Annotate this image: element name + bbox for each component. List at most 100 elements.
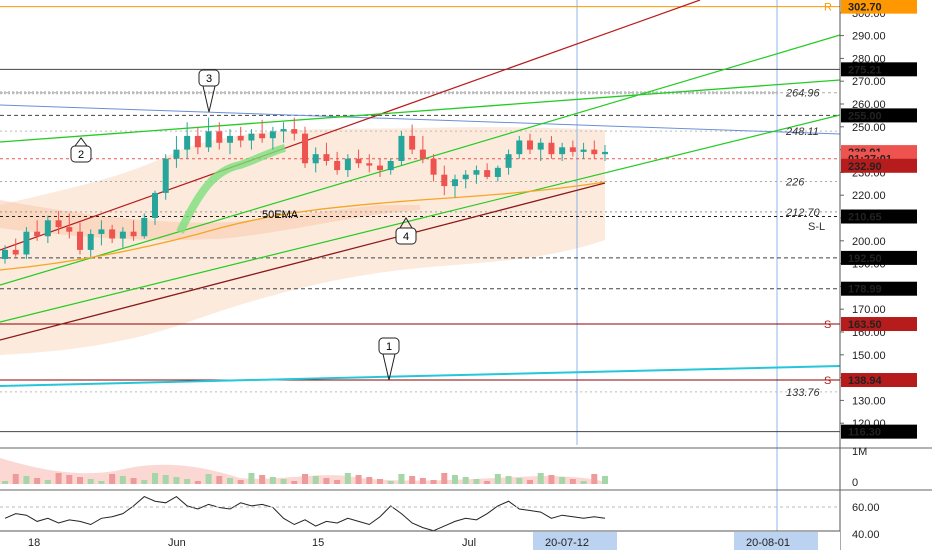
volume-bar-25 — [269, 477, 276, 484]
vol-tick-0: 1M — [852, 446, 867, 458]
level-label-2: 226 — [785, 177, 805, 189]
price-tag-7: 192.50 — [848, 253, 882, 265]
candle-body-28 — [302, 133, 308, 164]
price-tag-bg-10 — [841, 373, 917, 388]
volume-bar-53 — [569, 479, 576, 484]
candle-body-21 — [227, 135, 233, 143]
indicator-panes: 1M 0 60.00 40.00 — [0, 446, 932, 541]
callout-number-1: 1 — [386, 341, 392, 353]
volume-bar-52 — [559, 477, 566, 484]
y-tick-label-11: 200.00 — [852, 236, 886, 248]
osc-tick-1: 40.00 — [852, 529, 880, 541]
candle-body-10 — [109, 229, 116, 239]
candle-body-11 — [119, 231, 126, 239]
price-tag-10: 138.94 — [848, 375, 883, 387]
green-trendline-a — [0, 34, 841, 286]
dark-red-ma — [0, 182, 606, 341]
candle-body-41 — [441, 174, 448, 187]
volume-bar-42 — [452, 475, 458, 484]
volume-bar-56 — [602, 476, 608, 484]
candle-body-27 — [291, 129, 298, 134]
candle-body-29 — [312, 154, 319, 164]
volume-bar-15 — [162, 475, 169, 484]
price-tag-bg-2 — [841, 108, 917, 123]
ema-label: 50EMA — [262, 209, 299, 221]
candle-body-26 — [280, 129, 287, 132]
candle-body-24 — [259, 133, 266, 139]
candle-body-38 — [409, 135, 416, 150]
volume-bar-20 — [216, 476, 223, 484]
volume-bar-21 — [227, 478, 233, 484]
green-cloud — [176, 144, 286, 234]
price-tag-5: 232.90 — [848, 161, 882, 173]
candle-body-7 — [77, 231, 83, 250]
volume-bar-8 — [87, 479, 94, 484]
volume-bar-0 — [2, 481, 8, 484]
volume-bar-19 — [205, 474, 212, 484]
volume-bar-23 — [248, 473, 255, 484]
candle-body-17 — [184, 135, 191, 150]
candle-body-53 — [569, 147, 576, 152]
time-axis[interactable]: 18 Jun 15 Jul 20-07-12 20-08-01 — [0, 530, 840, 550]
candle-body-23 — [248, 133, 255, 141]
candle-body-52 — [559, 147, 566, 155]
candle-body-43 — [462, 174, 469, 180]
candle-body-48 — [516, 140, 523, 155]
volume-bar-16 — [173, 477, 180, 484]
volume-bar-49 — [527, 480, 533, 484]
volume-bar-9 — [98, 481, 105, 484]
candle-body-4 — [44, 220, 51, 237]
volume-bar-2 — [23, 476, 30, 484]
volume-bar-36 — [387, 481, 394, 484]
candle-body-49 — [527, 140, 533, 150]
y-tick-label-18: 130.00 — [852, 395, 886, 407]
candle-body-30 — [323, 154, 330, 161]
candle-body-2 — [23, 231, 30, 255]
level-tag-0: R — [824, 2, 832, 14]
y-tick-label-2: 290.00 — [852, 31, 886, 43]
price-tag-0: 302.70 — [848, 2, 882, 14]
candle-body-22 — [237, 135, 244, 141]
volume-bar-32 — [344, 473, 351, 484]
price-tag-bg-5 — [841, 158, 917, 173]
volume-bar-55 — [591, 474, 598, 484]
volume-bar-13 — [141, 480, 148, 484]
level-tag-10: S — [824, 375, 831, 387]
candle-body-56 — [602, 151, 608, 155]
volume-bar-29 — [312, 476, 319, 484]
candle-body-14 — [152, 192, 158, 218]
candle-body-12 — [130, 231, 137, 237]
volume-bar-30 — [323, 478, 330, 484]
candle-body-15 — [162, 158, 169, 193]
candle-body-47 — [505, 154, 512, 168]
volume-bar-50 — [537, 473, 544, 484]
candle-body-34 — [366, 163, 373, 166]
time-axis-bg — [0, 531, 840, 550]
x-tick-2: 15 — [312, 537, 324, 549]
candle-body-50 — [537, 142, 544, 150]
price-axis[interactable]: 310.00300.00290.00280.00270.00260.00250.… — [839, 0, 932, 550]
callout-pointer-2 — [74, 137, 88, 147]
orange-ma — [0, 181, 606, 271]
axis-bg — [840, 0, 932, 550]
x-highlight-1: 20-08-01 — [746, 537, 790, 549]
price-tag-6: 210.65 — [848, 212, 882, 224]
price-tag-bg-7 — [841, 250, 917, 265]
price-tag-11: 116.30 — [848, 427, 881, 439]
x-tick-0: 18 — [28, 537, 40, 549]
volume-bar-45 — [484, 481, 491, 484]
candle-body-42 — [452, 179, 458, 187]
volume-bar-22 — [237, 480, 244, 484]
candle-body-40 — [430, 158, 437, 175]
price-tag-bg-6 — [841, 209, 917, 224]
volume-bar-27 — [291, 481, 298, 484]
callout-pointer-1 — [382, 353, 396, 381]
volume-bar-44 — [473, 479, 480, 484]
volume-bar-48 — [516, 478, 523, 484]
candle-body-9 — [98, 229, 105, 234]
level-label-0: 264.96 — [785, 88, 821, 100]
volume-bar-24 — [259, 475, 266, 484]
y-tick-label-14: 170.00 — [852, 304, 886, 316]
trendlines-layer — [0, 0, 841, 540]
